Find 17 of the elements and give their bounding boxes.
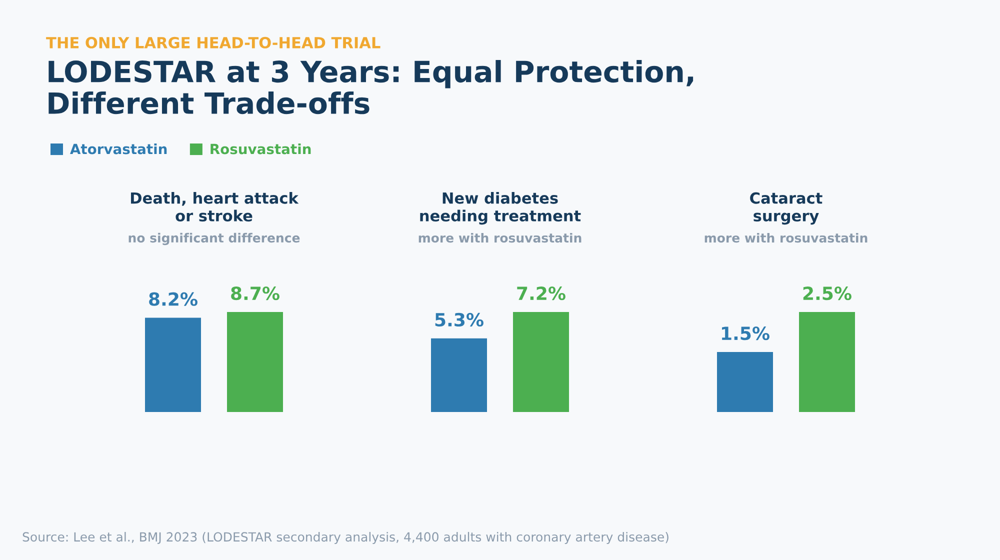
data-label: 5.3% — [435, 312, 484, 327]
chart-title: New diabetes needing treatment — [420, 192, 581, 225]
data-label: 8.7% — [231, 286, 280, 300]
data-label: 1.5% — [722, 326, 770, 340]
legend-label: Rosuvastatin — [210, 144, 311, 154]
chart-subtitle: more with rosuvastatin — [704, 232, 868, 243]
text: LODESTAR at 3 Years: Equal Protection, Different Trade-offs — [48, 60, 694, 114]
chart-title: Death, heart attack or stroke — [131, 192, 299, 222]
chart-subtitle: more with rosuvastatin — [418, 232, 582, 243]
data-label: 2.5% — [803, 286, 852, 300]
data-label: 7.2% — [517, 286, 566, 300]
data-label: 8.2% — [149, 292, 198, 306]
source-note: Source: Lee et al., BMJ 2023 (LODESTAR secondary analysis, 4,400 adults with coronary artery disease) — [22, 532, 668, 544]
text: THE ONLY LARGE HEAD-TO-HEAD TRIAL — [46, 36, 380, 48]
chart-title: Cataract surgery — [750, 192, 822, 225]
legend-label: Atorvastatin — [70, 144, 167, 154]
chart-subtitle: no significant difference — [128, 232, 300, 246]
